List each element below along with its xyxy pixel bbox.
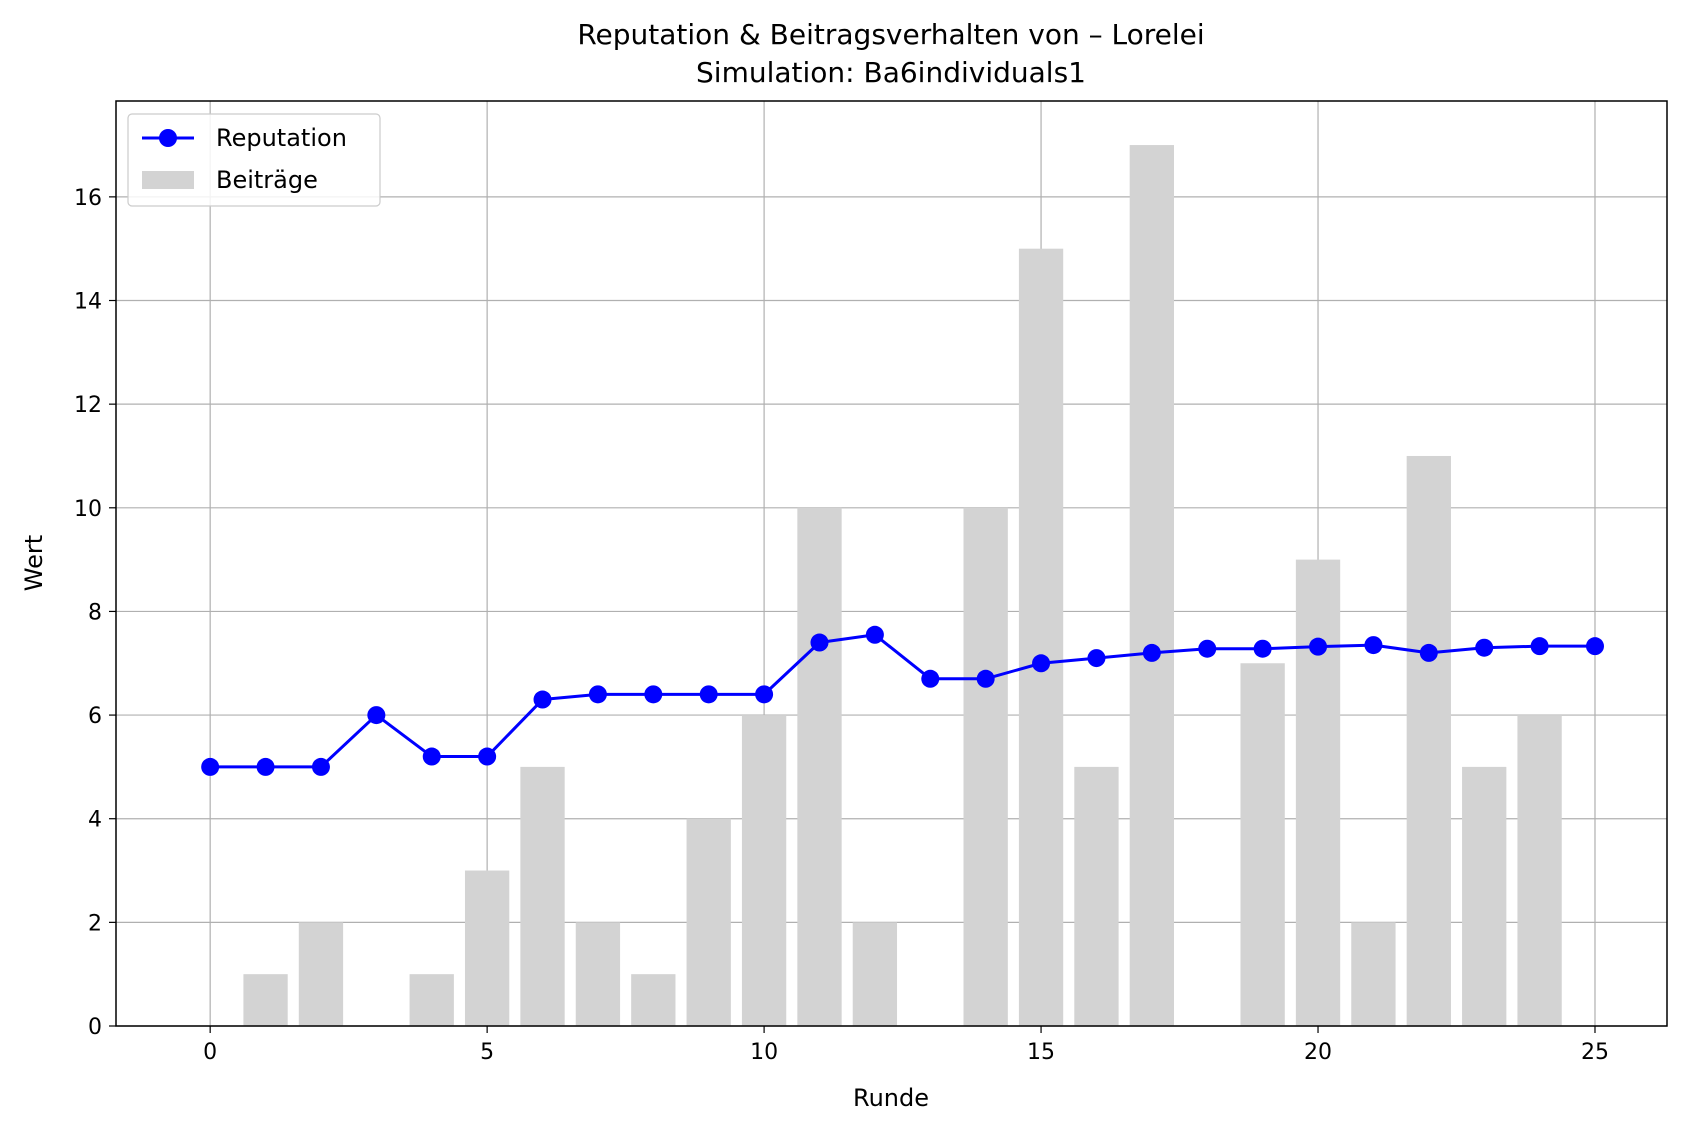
reputation-point (311, 757, 330, 776)
bar-beitraege (797, 507, 842, 1026)
y-tick-label: 12 (74, 393, 102, 418)
legend: Reputation Beiträge (127, 113, 381, 207)
bar-beitraege (575, 922, 621, 1026)
bar-beitraege (409, 974, 454, 1026)
reputation-point (367, 706, 386, 725)
bar-beitraege (1351, 922, 1396, 1026)
reputation-point (1253, 639, 1272, 658)
reputation-point (201, 757, 220, 776)
y-tick-label: 10 (74, 497, 102, 522)
reputation-point (478, 747, 497, 766)
bar-beitraege (686, 818, 731, 1026)
y-tick-label: 4 (88, 808, 102, 833)
legend-marker-swatch (159, 129, 177, 147)
bar-beitraege (1406, 455, 1451, 1026)
bar-beitraege (243, 974, 288, 1026)
reputation-point (422, 747, 441, 766)
chart-subtitle: Simulation: Ba6individuals1 (696, 56, 1086, 89)
reputation-point (1419, 643, 1438, 662)
bar-beitraege (852, 922, 898, 1026)
reputation-point (1585, 637, 1604, 656)
reputation-point (976, 669, 995, 688)
line-series (201, 625, 1604, 776)
x-tick-label: 15 (1027, 1040, 1055, 1065)
bar-beitraege (1517, 715, 1562, 1026)
reputation-point (1309, 637, 1328, 656)
x-tick-label: 25 (1581, 1040, 1609, 1065)
bar-beitraege (1295, 559, 1341, 1026)
bar-beitraege (298, 922, 344, 1026)
x-axis-label: Runde (853, 1084, 929, 1112)
axis-ticks: 0 5 10 15 20 25 0 2 4 6 8 10 12 14 16 (74, 186, 1609, 1065)
bar-beitraege (520, 766, 565, 1026)
reputation-line (210, 633, 1595, 769)
reputation-point (1530, 637, 1549, 656)
y-tick-label: 6 (88, 704, 102, 729)
bar-beitraege (741, 715, 787, 1026)
legend-bar-swatch (142, 171, 194, 189)
y-tick-label: 2 (88, 911, 102, 936)
bar-beitraege (464, 870, 510, 1026)
reputation-point (1198, 639, 1217, 658)
y-tick-label: 14 (74, 290, 102, 315)
bar-beitraege (1240, 663, 1285, 1026)
reputation-point (1087, 649, 1106, 668)
x-tick-label: 0 (203, 1040, 217, 1065)
y-tick-label: 0 (88, 1015, 102, 1040)
legend-label-beitraege: Beiträge (216, 166, 318, 194)
bar-beitraege (1018, 248, 1064, 1026)
reputation-point (1475, 638, 1494, 657)
plot-frame (115, 100, 1668, 1027)
reputation-point (644, 685, 663, 704)
reputation-point (1364, 636, 1383, 655)
bar-series (243, 145, 1562, 1027)
bar-beitraege (1129, 145, 1175, 1027)
bar-beitraege (963, 507, 1008, 1026)
reputation-point (699, 685, 718, 704)
bar-beitraege (1074, 766, 1119, 1026)
x-tick-label: 5 (480, 1040, 494, 1065)
x-tick-label: 10 (750, 1040, 778, 1065)
reputation-point (256, 757, 275, 776)
x-tick-label: 20 (1304, 1040, 1332, 1065)
reputation-point (810, 633, 829, 652)
reputation-point (533, 690, 552, 709)
reputation-point (1032, 654, 1051, 673)
legend-label-reputation: Reputation (216, 124, 347, 152)
chart-title: Reputation & Beitragsverhalten von – Lor… (577, 18, 1204, 51)
bar-beitraege (631, 974, 676, 1026)
reputation-point (588, 685, 607, 704)
reputation-point (755, 685, 774, 704)
reputation-point (1142, 643, 1161, 662)
reputation-point (865, 625, 884, 644)
reputation-point (921, 669, 940, 688)
y-tick-label: 8 (88, 600, 102, 625)
y-axis-label: Wert (20, 535, 48, 591)
bar-beitraege (1462, 766, 1507, 1026)
y-tick-label: 16 (74, 186, 102, 211)
